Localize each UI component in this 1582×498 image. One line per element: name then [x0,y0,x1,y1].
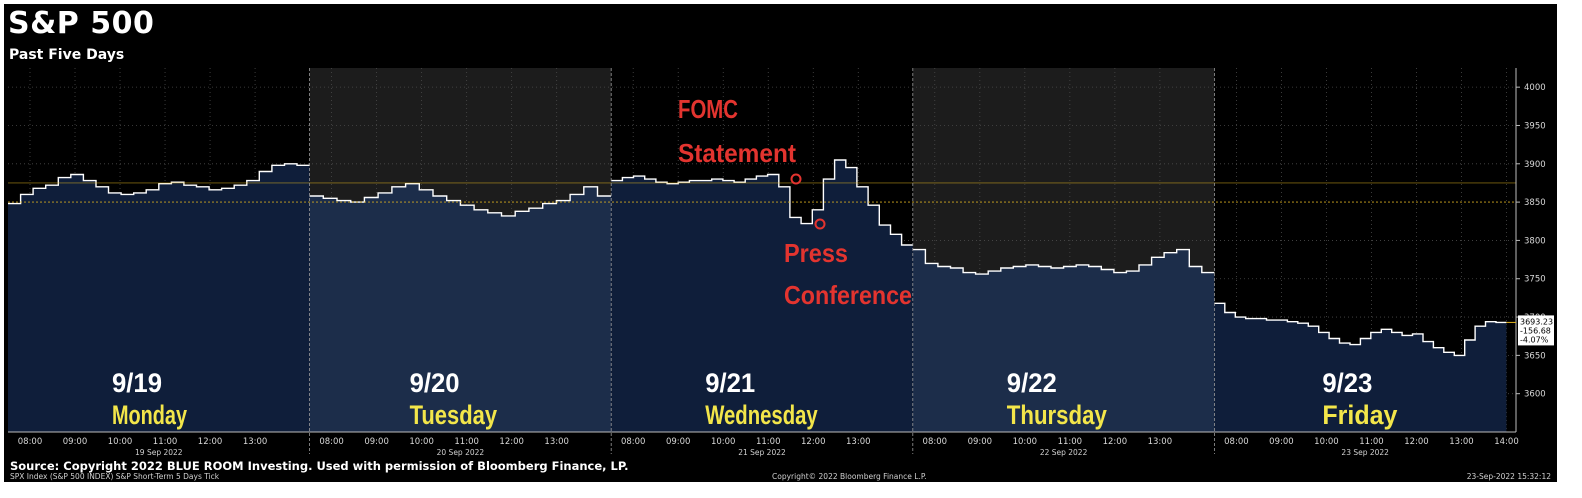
price-line-day-4 [912,248,1215,275]
x-tick-label: 09:00 [63,437,88,447]
x-tick-label: 11:00 [756,437,781,447]
footer-timestamp: 23-Sep-2022 15:32:12 [1466,472,1551,481]
price-line-day-1 [8,163,310,205]
y-tick-label: 3650 [1524,351,1546,361]
annotation-press: Press [784,238,848,268]
area-day-2 [309,183,612,432]
x-tick-label: 11:00 [153,437,178,447]
x-tick-label: 08:00 [1224,437,1249,447]
price-line-day-2 [309,183,612,217]
area-day-3 [611,160,913,432]
x-tick-label: 09:00 [1269,437,1294,447]
last-price-value: 3693.23 [1520,317,1553,326]
day-date-label: 21 Sep 2022 [738,448,786,457]
x-tick-label: 13:00 [544,437,569,447]
weekday-date-1: 9/19 [112,368,162,398]
annotation-fomc: FOMC [678,94,738,124]
x-tick-label: 13:00 [243,437,268,447]
x-tick-label: 10:00 [1013,437,1038,447]
annotation-statement: Statement [678,138,796,168]
x-tick-label: 09:00 [968,437,993,447]
weekday-date-4: 9/22 [1007,368,1057,398]
area-day-5 [1214,303,1507,432]
weekday-name-4: Thursday [1007,400,1107,430]
weekday-name-1: Monday [112,400,187,430]
price-line-day-3 [611,159,913,246]
change-pct-value: -4.07% [1520,335,1549,344]
x-tick-label: 12:00 [801,437,826,447]
weekday-date-2: 9/20 [410,368,460,398]
x-tick-label: 14:00 [1494,437,1519,447]
x-tick-label: 09:00 [666,437,691,447]
y-tick-label: 3950 [1524,121,1546,131]
press-marker [814,218,826,230]
x-tick-label: 11:00 [1359,437,1384,447]
x-tick-label: 10:00 [711,437,736,447]
source-note: Source: Copyright 2022 BLUE ROOM Investi… [10,459,629,473]
x-tick-label: 13:00 [1148,437,1173,447]
x-tick-label: 12:00 [1103,437,1128,447]
x-tick-label: 12:00 [198,437,223,447]
chart-subtitle: Past Five Days [9,47,125,63]
day-date-label: 20 Sep 2022 [437,448,485,457]
y-tick-label: 3850 [1524,198,1546,208]
x-tick-label: 10:00 [1314,437,1339,447]
day-date-label: 19 Sep 2022 [135,448,183,457]
last-price-box [1518,315,1554,346]
area-day-4 [912,249,1215,432]
y-tick-label: 3900 [1524,160,1546,170]
y-tick-label: 4000 [1524,83,1546,93]
x-tick-label: 10:00 [409,437,434,447]
chart-title: S&P 500 [8,6,155,41]
fomc-marker [790,173,802,185]
x-tick-label: 11:00 [1058,437,1083,447]
x-tick-label: 09:00 [364,437,389,447]
x-tick-label: 10:00 [108,437,133,447]
x-tick-label: 13:00 [1449,437,1474,447]
x-tick-label: 08:00 [621,437,646,447]
day-date-label: 22 Sep 2022 [1040,448,1088,457]
weekday-name-5: Friday [1322,400,1397,430]
weekday-name-3: Wednesday [705,400,818,430]
price-line-day-5 [1214,302,1507,357]
chart-frame: 08:00 09:00 10:00 11:00 12:00 13:00 08:00 09:00… [4,4,1557,482]
weekday-date-5: 9/23 [1322,368,1372,398]
x-tick-label: 13:00 [846,437,871,447]
x-tick-label: 08:00 [18,437,43,447]
day-date-label: 23 Sep 2022 [1341,448,1389,457]
y-tick-label: 3800 [1524,236,1546,246]
weekday-date-3: 9/21 [705,368,755,398]
x-tick-label: 12:00 [1404,437,1429,447]
y-tick-label: 3600 [1524,390,1546,400]
annotation-conference: Conference [784,280,912,310]
sp500-chart: 08:00 09:00 10:00 11:00 12:00 13:00 08:00 09:00… [8,68,1554,457]
y-tick-label: 3750 [1524,275,1546,285]
weekday-name-2: Tuesday [410,400,498,430]
x-tick-label: 08:00 [923,437,948,447]
x-tick-label: 12:00 [499,437,524,447]
footer-copyright: Copyright© 2022 Bloomberg Finance L.P. [772,472,927,481]
change-value: -156.68 [1520,326,1551,335]
x-tick-label: 11:00 [454,437,479,447]
x-tick-label: 08:00 [319,437,344,447]
footer-security-label: SPX Index (S&P 500 INDEX) S&P Short-Term… [10,472,220,481]
area-day-1 [8,163,310,433]
